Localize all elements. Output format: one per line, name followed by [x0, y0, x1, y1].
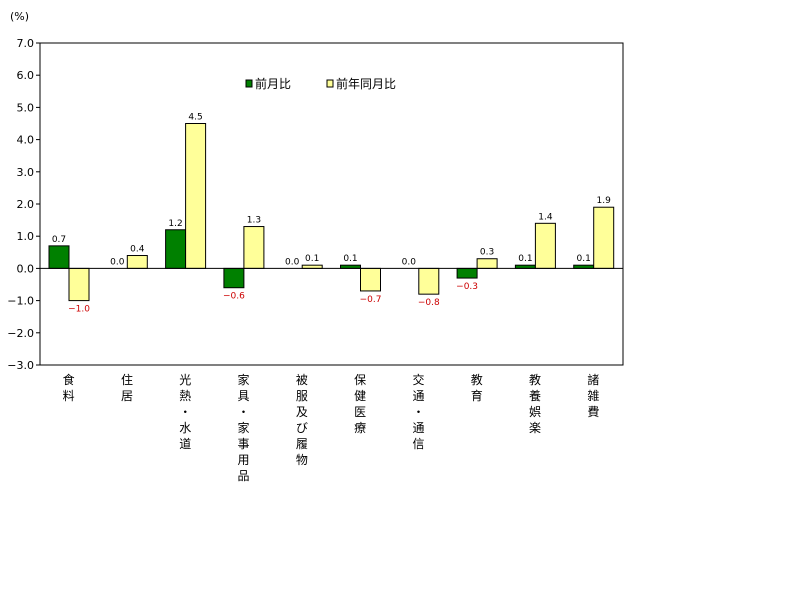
label-yoy-0: −1.0	[68, 305, 90, 315]
label-yoy-3: 1.3	[247, 216, 261, 226]
bar-mom-2	[165, 229, 187, 269]
legend-swatch-0	[245, 79, 253, 88]
label-mom-3: −0.6	[223, 292, 245, 302]
category-label-3: 家具・家事用品	[238, 372, 250, 483]
category-label-7: 教育	[471, 372, 483, 403]
category-label-4: 被服及び履物	[296, 373, 308, 467]
bars	[48, 123, 615, 302]
label-mom-4: 0.0	[285, 257, 300, 267]
bar-yoy-1	[126, 255, 148, 269]
y-tick-label: 7.0	[17, 37, 35, 50]
y-tick-label: 0.0	[17, 262, 35, 275]
bar-yoy-2	[185, 123, 207, 269]
label-yoy-5: −0.7	[360, 295, 382, 305]
label-mom-0: 0.7	[52, 235, 66, 245]
label-yoy-6: −0.8	[418, 298, 440, 308]
bar-yoy-7	[476, 258, 498, 269]
label-mom-2: 1.2	[168, 219, 182, 229]
label-yoy-2: 4.5	[188, 113, 202, 123]
label-yoy-4: 0.1	[305, 254, 319, 264]
legend-label-1: 前年同月比	[336, 76, 396, 91]
bar-yoy-6	[418, 267, 440, 295]
category-label-6: 交通・通信	[412, 372, 424, 451]
category-label-8: 教養娯楽	[529, 372, 541, 435]
bar-yoy-9	[593, 206, 615, 269]
label-mom-8: 0.1	[518, 254, 532, 264]
legend: 前月比 前年同月比	[245, 76, 396, 91]
y-tick-label: 3.0	[17, 166, 35, 179]
category-label-9: 諸雑費	[587, 372, 599, 419]
data-labels: 0.7 0.0 1.2 −0.6 0.0 0.1 0.0 −0.3 0.1 0.1 −1.0 0.4 4…	[40, 113, 623, 315]
bar-yoy-5	[360, 267, 381, 292]
y-axis-unit-label: (%)	[10, 10, 29, 23]
label-mom-5: 0.1	[343, 254, 357, 264]
label-yoy-8: 1.4	[538, 212, 553, 222]
y-tick-label: −2.0	[7, 327, 34, 340]
bar-yoy-3	[243, 226, 265, 269]
legend-swatch-1	[326, 79, 334, 88]
label-mom-1: 0.0	[110, 257, 125, 267]
bar-mom-3	[223, 267, 245, 289]
plot-area-border	[39, 42, 624, 366]
label-mom-9: 0.1	[577, 254, 591, 264]
category-label-1: 住居	[121, 373, 133, 403]
category-label-2: 光熱・水道	[179, 373, 191, 451]
y-tick-label: 5.0	[17, 101, 35, 114]
category-label-0: 食料	[63, 372, 75, 403]
legend-label-0: 前月比	[255, 76, 291, 91]
y-tick-label: −1.0	[7, 295, 34, 308]
y-tick-label: 1.0	[17, 230, 35, 243]
y-tick-label: 2.0	[17, 198, 35, 211]
label-yoy-1: 0.4	[130, 245, 145, 255]
category-labels: 食料 住居 光熱・水道 家具・家事用品 被服及び履物 保健医療 交通・通信 教育 教養娯楽 諸雑費	[63, 372, 600, 483]
bar-yoy-0	[68, 267, 90, 302]
category-label-5: 保健医療	[354, 373, 366, 435]
y-axis-ticks: 7.0 6.0 5.0 4.0 3.0 2.0 1.0 0.0 −1.0 −2.0 −3.0	[7, 37, 40, 372]
label-yoy-7: 0.3	[480, 248, 494, 258]
bar-mom-7	[456, 267, 478, 279]
bar-mom-0	[48, 245, 70, 269]
label-mom-6: 0.0	[402, 257, 417, 267]
label-mom-7: −0.3	[456, 282, 478, 292]
label-yoy-9: 1.9	[597, 196, 612, 206]
bar-yoy-8	[534, 222, 556, 269]
y-tick-label: 4.0	[17, 134, 35, 147]
y-tick-label: −3.0	[7, 359, 34, 372]
y-tick-label: 6.0	[17, 69, 35, 82]
